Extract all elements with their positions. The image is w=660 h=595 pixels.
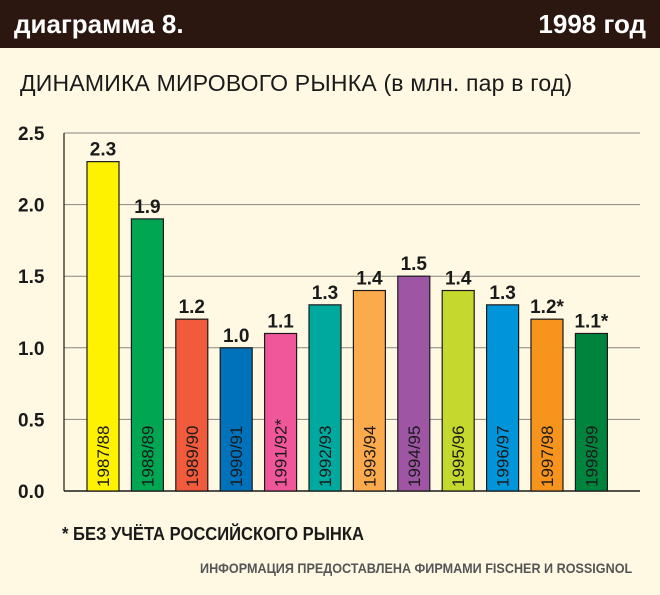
value-label: 1.1* <box>574 311 608 332</box>
category-label: 1995/96 <box>449 426 468 487</box>
bar <box>397 275 431 492</box>
y-tick-label: 1.5 <box>18 267 45 288</box>
y-tick-label: 0.0 <box>18 482 44 503</box>
source-note: ИНФОРМАЦИЯ ПРЕДОСТАВЛЕНА ФИРМАМИ FISCHER… <box>199 560 632 576</box>
value-label: 1.2 <box>179 297 205 318</box>
category-label: 1987/88 <box>94 426 113 487</box>
footnote: * БЕЗ УЧЁТА РОССИЙСКОГО РЫНКА <box>62 524 364 544</box>
bar <box>86 161 120 492</box>
category-label: 1992/93 <box>316 426 335 487</box>
category-label: 1998/99 <box>582 426 601 487</box>
value-label: 1.1 <box>267 311 294 332</box>
bar <box>264 332 298 492</box>
value-label: 1.9 <box>134 197 160 218</box>
bar <box>574 332 609 492</box>
category-label: 1993/94 <box>360 426 379 487</box>
category-label: 1994/95 <box>405 426 424 487</box>
bar <box>175 318 209 492</box>
value-label: 1.3 <box>489 283 515 304</box>
bar <box>130 218 164 492</box>
value-label: 2.3 <box>90 140 116 161</box>
category-label: 1990/91 <box>227 426 246 487</box>
bar <box>308 304 342 492</box>
chart-subtitle: ДИНАМИКА МИРОВОГО РЫНКА (в млн. пар в го… <box>20 70 573 96</box>
bar <box>219 347 253 492</box>
value-label: 1.2* <box>530 297 564 318</box>
y-tick-label: 2.5 <box>18 124 45 145</box>
value-label: 1.5 <box>401 254 428 275</box>
y-tick-label: 0.5 <box>18 410 45 431</box>
category-label: 1988/89 <box>138 426 157 487</box>
y-tick-label: 2.0 <box>18 196 44 217</box>
bar <box>352 289 386 492</box>
bar <box>441 289 475 492</box>
category-label: 1997/98 <box>538 426 557 487</box>
value-label: 1.4 <box>445 269 472 290</box>
bar <box>486 304 520 492</box>
category-label: 1991/92* <box>272 419 291 487</box>
y-tick-label: 1.0 <box>18 339 44 360</box>
diagram-number: диаграмма 8. <box>14 9 184 39</box>
value-label: 1.0 <box>223 326 249 347</box>
category-label: 1996/97 <box>494 426 513 487</box>
header-bar: диаграмма 8. 1998 год <box>0 0 660 48</box>
value-label: 1.4 <box>356 269 383 290</box>
category-label: 1989/90 <box>183 426 202 487</box>
value-label: 1.3 <box>312 283 338 304</box>
year-label: 1998 год <box>538 9 646 39</box>
bar <box>530 318 564 492</box>
